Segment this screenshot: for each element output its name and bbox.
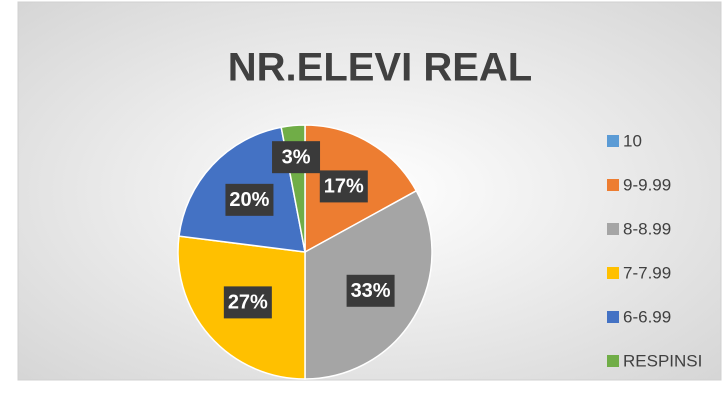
- legend-label: 6-6.99: [623, 307, 671, 326]
- data-label-box: [225, 183, 274, 216]
- legend-label: 7-7.99: [623, 263, 671, 282]
- legend-label: 9-9.99: [623, 175, 671, 194]
- legend-swatch: [607, 267, 619, 279]
- data-label: 20%: [229, 189, 269, 211]
- legend-swatch: [607, 355, 619, 367]
- legend-swatch: [607, 223, 619, 235]
- legend-swatch: [607, 135, 619, 147]
- legend-swatch: [607, 179, 619, 191]
- legend-label: 8-8.99: [623, 219, 671, 238]
- data-label: 3%: [282, 146, 311, 168]
- data-label: 27%: [228, 292, 268, 314]
- data-label: 17%: [324, 176, 364, 198]
- data-label-box: [223, 286, 272, 319]
- legend-swatch: [607, 311, 619, 323]
- legend-label: RESPINSI: [623, 351, 702, 370]
- data-label-box: [319, 170, 368, 203]
- data-label-box: [272, 141, 321, 174]
- data-label: 33%: [351, 280, 391, 302]
- legend-label: 10: [623, 131, 642, 150]
- chart-title: NR.ELEVI REAL: [228, 46, 532, 90]
- data-label-box: [346, 274, 395, 307]
